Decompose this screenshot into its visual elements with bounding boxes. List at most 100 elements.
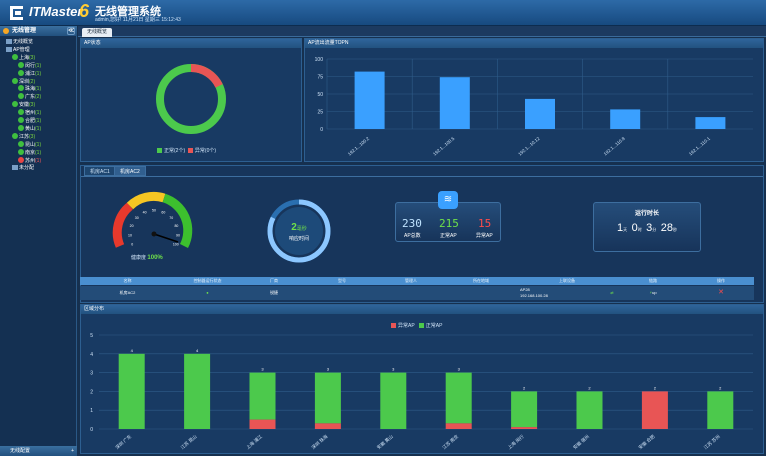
x-tick-label: 192.1...110.1 — [688, 136, 711, 157]
collapse-button[interactable]: ≪ — [67, 27, 75, 35]
sidebar-bottom-header[interactable]: 无线配置 + — [0, 446, 77, 456]
tab-ac1[interactable]: 机房AC1 — [84, 166, 116, 176]
tree-item-count: (1) — [35, 62, 42, 69]
uptime-seconds-unit: 秒 — [672, 227, 677, 232]
tree-item[interactable]: 昆山(1) — [18, 140, 42, 149]
legend-abnormal-swatch — [391, 323, 396, 328]
gauge-yellow-band — [126, 191, 166, 210]
column-header[interactable]: 型号 — [338, 278, 346, 283]
sidebar-section-header[interactable]: 无线管理 ≪ — [0, 26, 77, 36]
tab-divider — [81, 176, 763, 177]
tree-item[interactable]: 广东(2) — [18, 93, 41, 101]
ap-node-icon — [12, 53, 18, 60]
tree-item[interactable]: AP管理 — [6, 46, 30, 54]
column-header[interactable]: 上联设备 — [559, 278, 575, 283]
delete-icon[interactable]: ✕ — [718, 289, 724, 296]
gauge-hub — [151, 231, 157, 237]
x-tick-label: 安徽 合肥 — [637, 433, 657, 451]
ap-status-title: AP状态 — [81, 39, 301, 48]
expand-button[interactable]: + — [71, 448, 74, 454]
table-row[interactable]: 机房AC2 ● 锐捷 AP28 192.168.100.28 ⇄ ⚡up ✕ — [80, 286, 754, 300]
tree-item[interactable]: 珠海(1) — [18, 85, 41, 93]
tab-overview[interactable]: 无线概览 — [82, 28, 113, 37]
tree-item-label: 广东 — [25, 94, 36, 101]
response-ring-core — [275, 207, 323, 255]
x-tick-label: 安徽 黄山 — [375, 433, 395, 451]
legend-abnormal-label: 异常(0个) — [194, 148, 217, 154]
tab-bar: 无线概览 — [78, 26, 766, 37]
ap-status-legend: 正常(2个) 异常(0个) — [157, 147, 216, 154]
total-label: 3 — [458, 367, 461, 372]
tree-item[interactable]: 无线概览 — [6, 38, 33, 46]
column-header[interactable]: 管理人 — [405, 278, 417, 283]
folder-icon — [12, 165, 18, 171]
total-label: 3 — [327, 367, 330, 372]
tree-item[interactable]: 合肥(1) — [18, 117, 41, 125]
legend-abnormal-label: 异常AP — [398, 323, 415, 329]
column-header[interactable]: 厂商 — [270, 278, 278, 283]
column-header[interactable]: 链路 — [649, 278, 657, 283]
tree-item[interactable]: 江苏(3) — [12, 132, 35, 141]
uptime-minutes: 3 — [646, 222, 653, 234]
x-tick-label: 江苏 昆山 — [179, 433, 199, 451]
tree-item-count: (1) — [35, 110, 42, 117]
y-tick-label: 0 — [320, 127, 323, 133]
tree-item-label: 昆山 — [25, 141, 36, 148]
tree-item-label: 未分配 — [19, 165, 35, 172]
tree-item[interactable]: 黄山(1) — [18, 124, 42, 133]
total-label: 2 — [588, 385, 591, 390]
x-tick-label: 上海 闵行 — [506, 433, 526, 451]
link-status: up — [652, 290, 657, 295]
uptime-hours: 0 — [631, 222, 638, 234]
y-tick-label: 25 — [317, 110, 323, 116]
column-header[interactable]: 名称 — [123, 278, 132, 283]
cell-uplink: AP28 192.168.100.28 — [516, 286, 606, 300]
tree-item[interactable]: 闵行(1) — [18, 61, 42, 70]
x-tick-label: 江苏 南京 — [441, 433, 461, 451]
tree-item[interactable]: 未分配 — [12, 164, 34, 172]
column-header[interactable]: 控制器运行状态 — [193, 278, 222, 283]
response-value: 2 — [291, 222, 297, 233]
tree-item-label: 珠海 — [25, 86, 36, 93]
ap-status-panel: AP状态 正常(2个) 异常(0个) — [80, 38, 302, 162]
tree-item[interactable]: 安徽(3) — [12, 101, 35, 109]
tree-item-label: 江苏 — [19, 133, 30, 140]
health-label: 健康度 — [131, 255, 147, 261]
sidebar-bottom-title: 无线配置 — [10, 448, 31, 454]
tree-item[interactable]: 上海(3) — [12, 53, 35, 62]
tree-item-label: 宿州 — [25, 110, 36, 117]
topn-bar — [610, 109, 641, 129]
column-header[interactable]: 所在地域 — [473, 278, 489, 283]
region-chart: 5 4 3 2 1 0 4 深圳 广东 4 江苏 昆山 3 上海 浦江 3 深圳 珠海 3 安徽 黄山 3 江苏 … — [90, 333, 753, 451]
tree-item-count: (1) — [35, 157, 42, 164]
tree-item[interactable]: 深圳(2) — [12, 77, 35, 86]
gauge-tick-label: 100 — [173, 243, 179, 247]
response-ring-arc — [267, 199, 331, 263]
topn-bar — [525, 98, 555, 129]
tab-ac2[interactable]: 机房AC2 — [114, 166, 146, 176]
ap-abnormal-label: 异常AP — [476, 233, 493, 239]
tree-item-count: (1) — [35, 125, 42, 132]
ap-node-icon — [18, 124, 24, 131]
tree-item[interactable]: 宿州(1) — [18, 109, 41, 117]
ap-normal-value: 215 — [439, 217, 459, 230]
tree-item[interactable]: 浦江(1) — [18, 69, 41, 78]
abnormal-bar — [641, 391, 668, 429]
gauge-red-band — [112, 202, 134, 248]
tree-item[interactable]: 苏州(1) — [18, 156, 42, 165]
tree-item-label: 浦江 — [25, 70, 36, 77]
tree-item-label: 闵行 — [25, 62, 36, 69]
sidebar: 无线管理 ≪ 无线概览 AP管理 上海(3) 闵行(1) 浦江(1) 深圳(2) 珠海(1)… — [0, 26, 77, 456]
tree-item[interactable]: 南京(1) — [18, 148, 41, 157]
y-tick-label: 0 — [90, 427, 93, 433]
y-tick-label: 4 — [90, 352, 93, 358]
tree-item-count: (1) — [35, 141, 42, 148]
ap-total-value: 230 — [402, 217, 422, 230]
abnormal-bar — [511, 427, 538, 429]
gauge-tick-label: 0 — [131, 243, 133, 247]
ap-node-icon — [18, 61, 24, 68]
tree-item-label: 苏州 — [25, 157, 36, 164]
cell-vendor: 锐捷 — [270, 290, 278, 295]
column-header[interactable]: 操作 — [717, 278, 725, 283]
